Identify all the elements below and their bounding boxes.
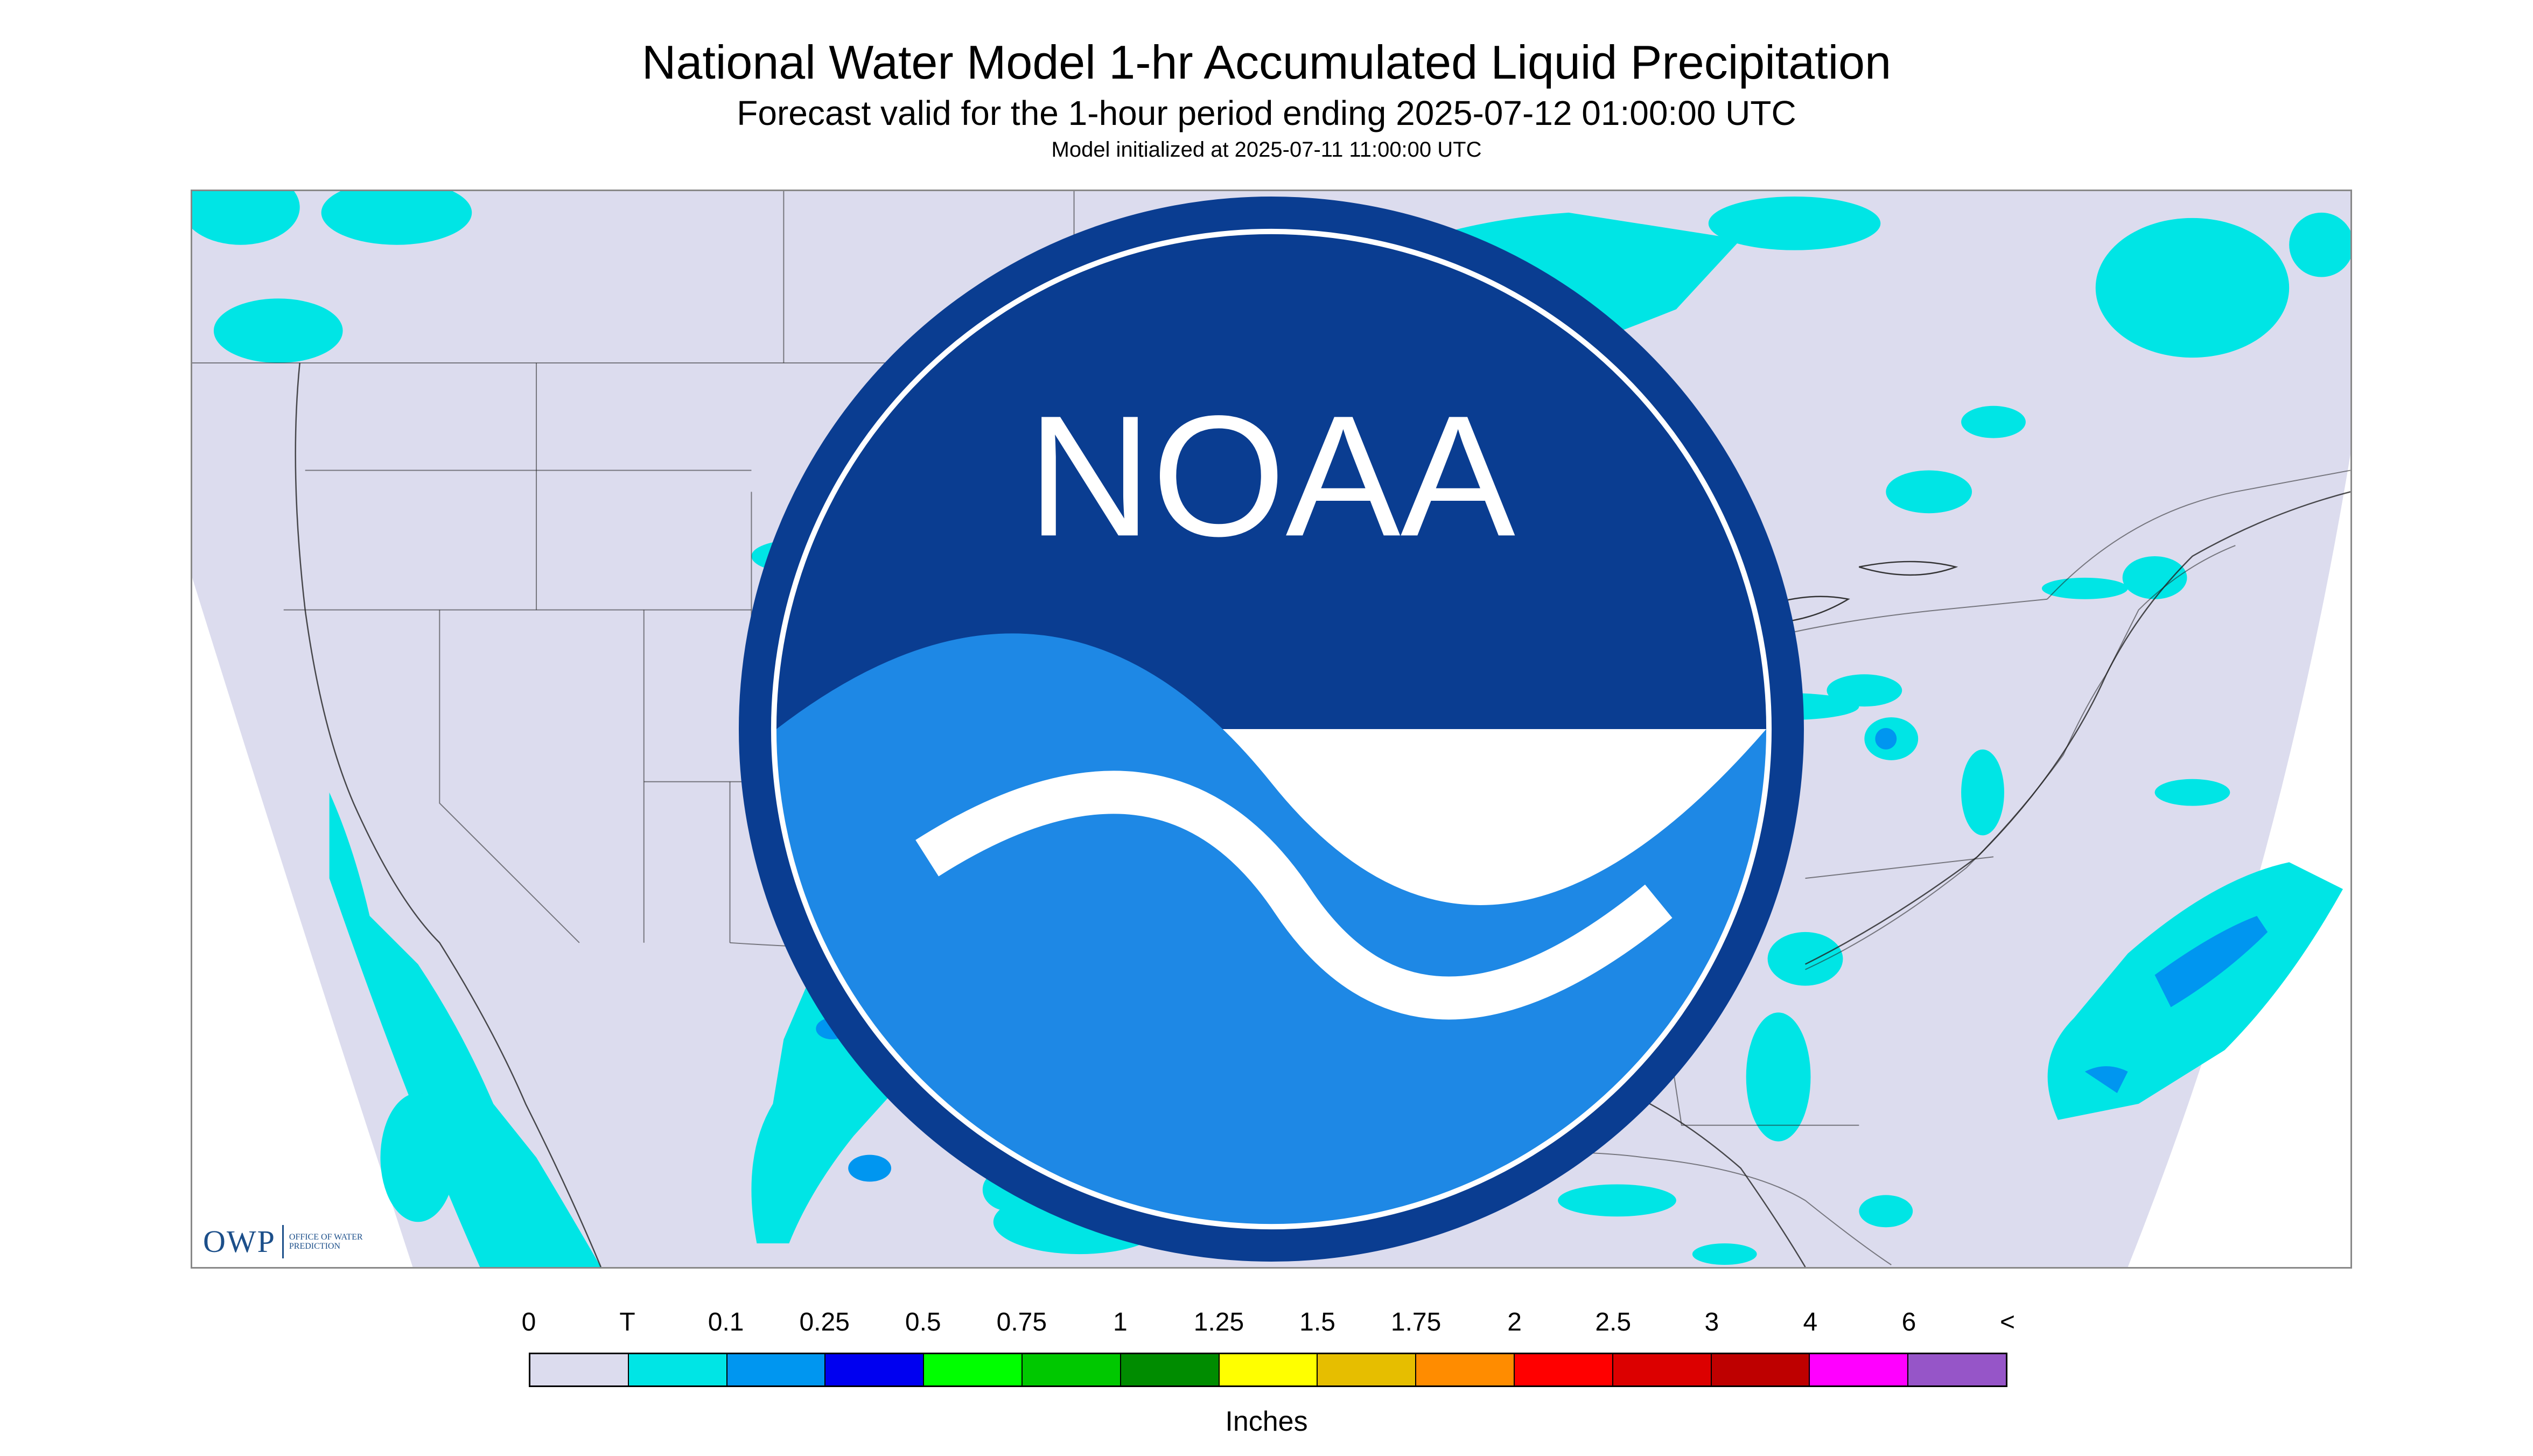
legend-label: 0.1 bbox=[708, 1308, 744, 1336]
legend-swatch bbox=[825, 1354, 925, 1385]
legend-label: < bbox=[1999, 1308, 2016, 1336]
owp-logo-mark: OWP bbox=[203, 1225, 284, 1258]
legend-swatch bbox=[628, 1354, 727, 1385]
legend-label: 2 bbox=[1507, 1308, 1522, 1336]
legend-swatch bbox=[1022, 1354, 1121, 1385]
owp-logo-text: Office of Water Prediction bbox=[289, 1233, 363, 1251]
legend-label: 1.25 bbox=[1193, 1308, 1244, 1336]
precipitation-map: OWP Office of Water Prediction NOAA bbox=[191, 190, 2352, 1269]
legend-label: 2.5 bbox=[1595, 1308, 1632, 1336]
legend-swatch bbox=[1514, 1354, 1613, 1385]
legend-swatch bbox=[1416, 1354, 1515, 1385]
map-title: National Water Model 1-hr Accumulated Li… bbox=[641, 36, 1892, 89]
legend-label: 1 bbox=[1113, 1308, 1128, 1336]
legend-label: 0.25 bbox=[799, 1308, 850, 1336]
legend-swatch bbox=[1711, 1354, 1810, 1385]
owp-logo: OWP Office of Water Prediction bbox=[203, 1225, 365, 1258]
legend-swatch bbox=[1810, 1354, 1909, 1385]
model-init-time: Model initialized at 2025-07-11 11:00:00… bbox=[1051, 138, 1482, 162]
legend-label: 6 bbox=[1901, 1308, 1916, 1336]
legend-swatch bbox=[1318, 1354, 1417, 1385]
legend-units: Inches bbox=[1225, 1406, 1308, 1437]
forecast-valid-time: Forecast valid for the 1-hour period end… bbox=[737, 94, 1796, 132]
legend-label: 0.75 bbox=[996, 1308, 1047, 1336]
legend-label: 0 bbox=[521, 1308, 536, 1336]
atlantic-rain bbox=[2047, 779, 2343, 1120]
legend-swatch bbox=[1219, 1354, 1318, 1385]
legend-label: 0.5 bbox=[905, 1308, 941, 1336]
legend-label: 3 bbox=[1704, 1308, 1719, 1336]
noaa-logo: NOAA bbox=[738, 196, 1804, 1262]
legend-label: 4 bbox=[1803, 1308, 1818, 1336]
legend-colorbar bbox=[529, 1353, 2007, 1387]
noaa-logo-text: NOAA bbox=[1027, 380, 1516, 572]
legend-labels: 0 T 0.1 0.25 0.5 0.75 1 1.25 1.5 1.75 2 2.5 3 4 6 < bbox=[0, 1307, 2533, 1340]
legend-label: T bbox=[619, 1308, 635, 1336]
east-heavy bbox=[1875, 728, 1897, 750]
legend-swatch bbox=[727, 1354, 826, 1385]
legend-swatch bbox=[1613, 1354, 1712, 1385]
legend-swatch bbox=[924, 1354, 1023, 1385]
legend-label: 1.5 bbox=[1299, 1308, 1335, 1336]
legend-label: 1.75 bbox=[1390, 1308, 1442, 1336]
legend-swatch bbox=[530, 1354, 629, 1385]
legend-swatch bbox=[1121, 1354, 1220, 1385]
pacific-rain-field bbox=[192, 191, 601, 1267]
legend-swatch bbox=[1908, 1354, 2006, 1385]
